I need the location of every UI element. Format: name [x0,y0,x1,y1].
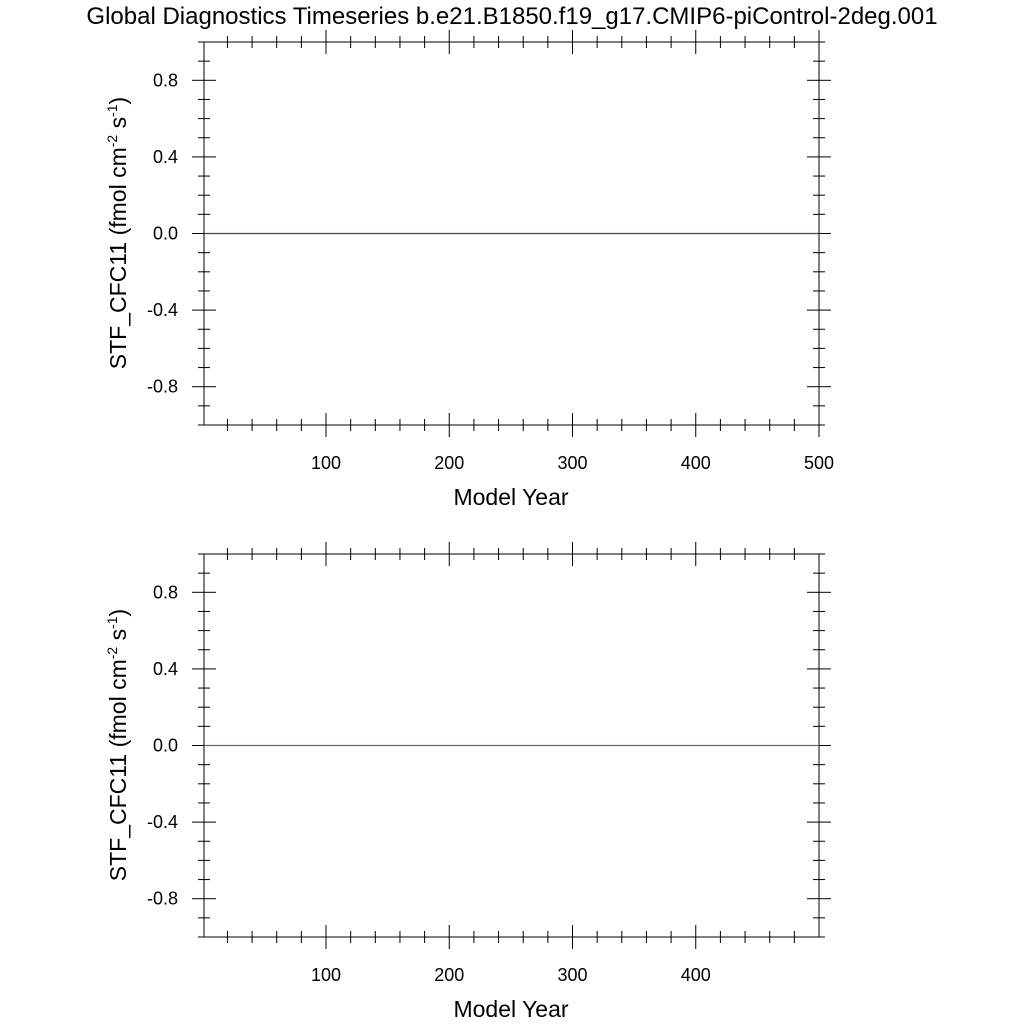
y-tick-label: -0.4 [147,300,178,320]
y-tick-label: -0.8 [147,889,178,909]
y-axis-label: STF_CFC11 (fmol cm-2 s-1) [104,97,131,369]
y-axis-label: STF_CFC11 (fmol cm-2 s-1) [104,609,131,881]
y-tick-label: 0.4 [153,147,178,167]
y-tick-label: 0.8 [153,582,178,602]
chart-title: Global Diagnostics Timeseries b.e21.B185… [86,3,937,30]
x-tick-label: 200 [434,453,464,473]
chart-panel-bottom: STF_CFC11 (fmol cm-2 s-1) Model Year 100… [104,542,831,1022]
x-tick-label: 400 [681,453,711,473]
y-tick-label: -0.8 [147,377,178,397]
chart-panel-top: STF_CFC11 (fmol cm-2 s-1) Model Year 100… [104,30,834,510]
x-tick-label: 500 [804,453,834,473]
y-tick-label: 0.0 [153,224,178,244]
x-tick-label: 300 [557,453,587,473]
x-axis-label: Model Year [453,484,568,510]
x-tick-label: 400 [681,965,711,985]
x-axis-label: Model Year [453,996,568,1022]
y-tick-label: 0.8 [153,70,178,90]
x-tick-label: 100 [311,453,341,473]
y-tick-label: 0.4 [153,659,178,679]
x-tick-label: 100 [311,965,341,985]
x-tick-label: 200 [434,965,464,985]
y-tick-label: -0.4 [147,812,178,832]
y-tick-label: 0.0 [153,736,178,756]
x-tick-label: 300 [557,965,587,985]
